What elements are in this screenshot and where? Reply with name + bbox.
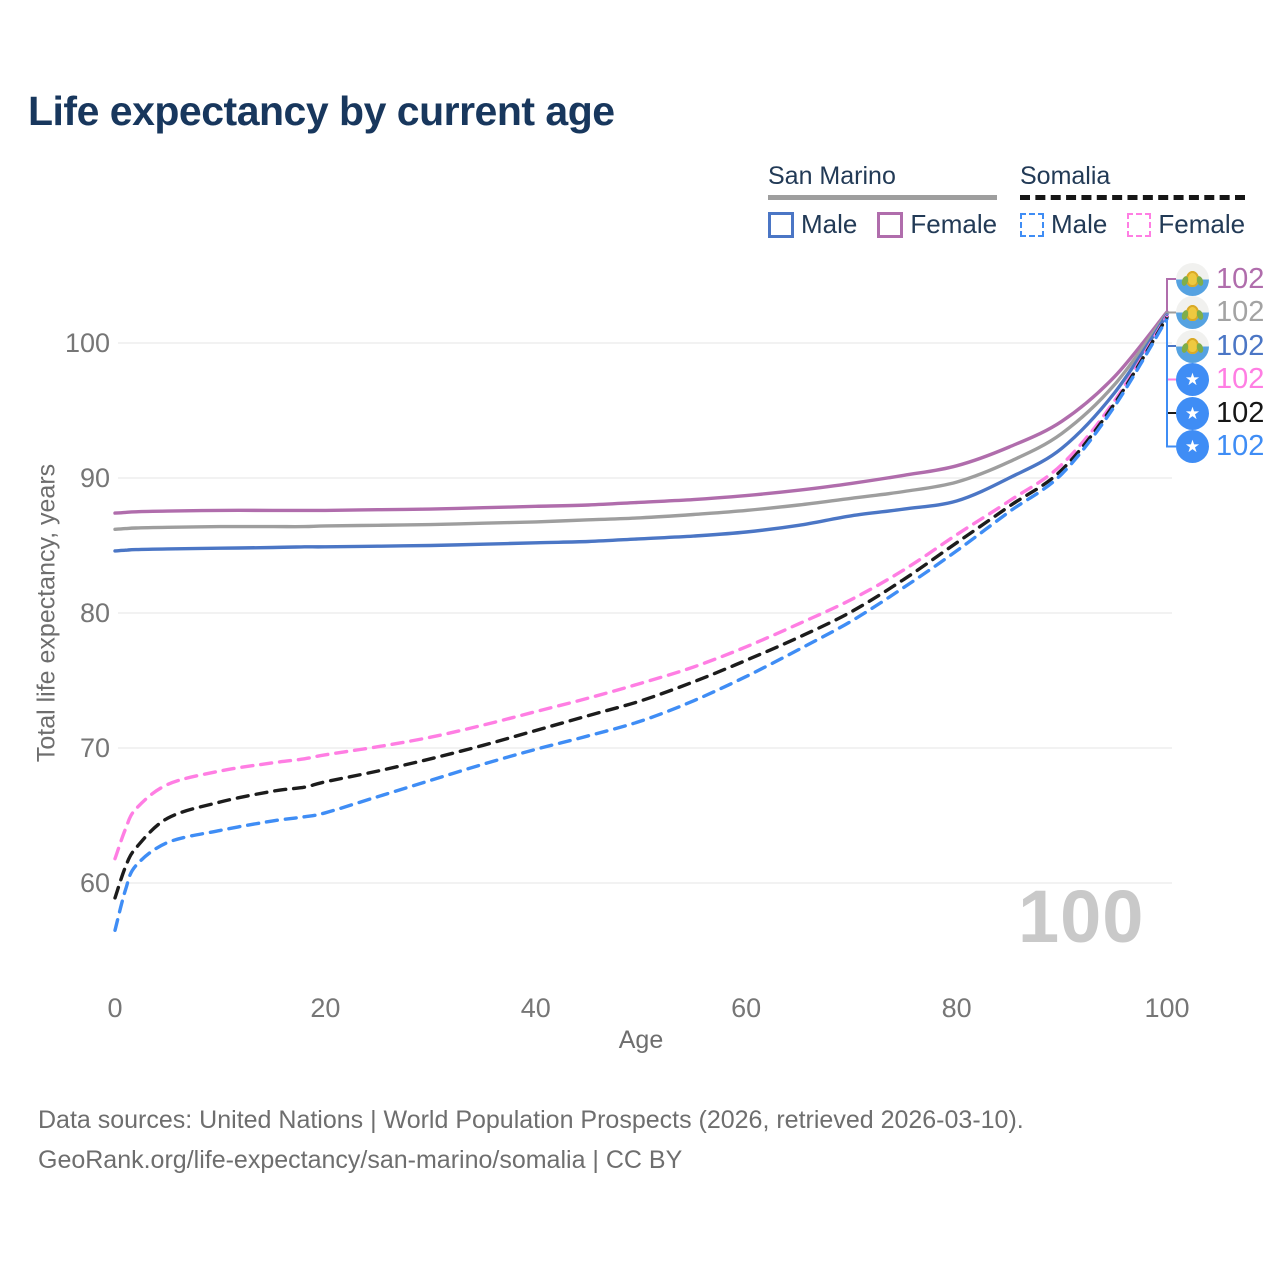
end-label-row-somalia-male: ★ 102 [1176, 430, 1264, 464]
end-label-value: 102 [1216, 262, 1265, 295]
x-tick-label: 60 [731, 993, 762, 1023]
end-label-leader-line [1166, 311, 1176, 314]
x-tick-label: 100 [1144, 993, 1190, 1023]
y-tick-label: 70 [79, 733, 110, 763]
data-sources-text: Data sources: United Nations | World Pop… [38, 1106, 1024, 1134]
series-line-san-marino-female [113, 310, 1169, 515]
x-axis-title: Age [618, 1026, 664, 1054]
end-label-leader-line [1166, 318, 1176, 448]
end-label-value: 102 [1216, 329, 1265, 362]
end-label-row-san-marino-both-sexes: 102 [1176, 296, 1264, 330]
x-tick-label: 40 [520, 993, 551, 1023]
end-label-row-somalia-both-sexes: ★ 102 [1176, 396, 1264, 430]
san-marino-crest-icon [1186, 271, 1199, 287]
y-tick-label: 90 [79, 463, 110, 493]
x-tick-label: 0 [107, 993, 123, 1023]
legend-country-name: Somalia [1020, 162, 1111, 190]
end-label-value: 102 [1216, 296, 1265, 328]
legend-line-style-solid [768, 195, 998, 200]
san-marino-crest-icon [1186, 304, 1199, 321]
legend-swatch-icon [877, 211, 904, 238]
end-label-value: 102 [1216, 363, 1265, 395]
end-label-leader-line [1166, 317, 1176, 414]
legend-item-label: Male [1051, 209, 1108, 239]
legend-swatch-icon [1127, 212, 1152, 237]
page-title: Life expectancy by current age [28, 88, 615, 134]
series-line-san-marino-male [113, 313, 1169, 553]
series-line-san-marino-both-sexes [113, 311, 1169, 531]
flag-icon-somalia: ★ [1176, 430, 1209, 463]
legend-row: Male Female [1020, 209, 1245, 240]
star-icon: ★ [1184, 370, 1201, 389]
san-marino-crest-icon [1186, 338, 1199, 354]
legend-item-label: Male [801, 209, 858, 239]
end-label-row-san-marino-female: 102 [1176, 262, 1264, 296]
legend-item-label: Female [910, 209, 998, 239]
legend-group-somalia: Somalia Male Female [1020, 162, 1246, 240]
legend-item-somalia-female[interactable]: Female [1127, 209, 1245, 240]
y-tick-label: 100 [64, 328, 110, 358]
legend-item-label: Female [1158, 209, 1246, 239]
end-label-value: 102 [1216, 396, 1265, 429]
attribution-text: GeoRank.org/life-expectancy/san-marino/s… [38, 1146, 683, 1174]
legend-row: Male Female [768, 209, 997, 240]
flag-icon-san-marino [1176, 329, 1209, 363]
age-counter-watermark: 100 [1018, 875, 1145, 958]
y-tick-label: 80 [79, 598, 110, 628]
legend-item-somalia-male[interactable]: Male [1020, 209, 1107, 240]
flag-icon-san-marino [1176, 262, 1209, 296]
series-line-somalia-male [113, 317, 1169, 932]
legend-swatch-icon [1020, 212, 1044, 237]
end-label-leader-line [1166, 278, 1176, 312]
star-icon: ★ [1184, 403, 1201, 423]
legend-group-san-marino: San Marino Male Female [768, 162, 998, 240]
series-line-somalia-female [113, 314, 1169, 861]
flag-icon-somalia: ★ [1176, 363, 1209, 396]
star-icon: ★ [1184, 437, 1201, 456]
legend-country-name: San Marino [768, 162, 896, 190]
y-axis-title: Total life expectancy, years [32, 463, 61, 763]
end-label-value: 102 [1216, 430, 1265, 462]
flag-icon-somalia: ★ [1176, 396, 1209, 430]
legend-item-san-marino-female[interactable]: Female [877, 209, 997, 240]
y-tick-label: 60 [79, 868, 110, 898]
flag-icon-san-marino [1176, 296, 1209, 329]
series-line-somalia-both-sexes [113, 315, 1169, 900]
legend-item-san-marino-male[interactable]: Male [768, 209, 857, 240]
end-label-leader-line [1166, 316, 1176, 381]
legend-swatch-icon [768, 211, 794, 238]
legend-line-style-dashed [1020, 195, 1246, 200]
end-label-row-somalia-female: ★ 102 [1176, 363, 1264, 397]
end-label-row-san-marino-male: 102 [1176, 329, 1264, 363]
x-tick-label: 20 [310, 993, 341, 1023]
x-tick-label: 80 [941, 993, 972, 1023]
